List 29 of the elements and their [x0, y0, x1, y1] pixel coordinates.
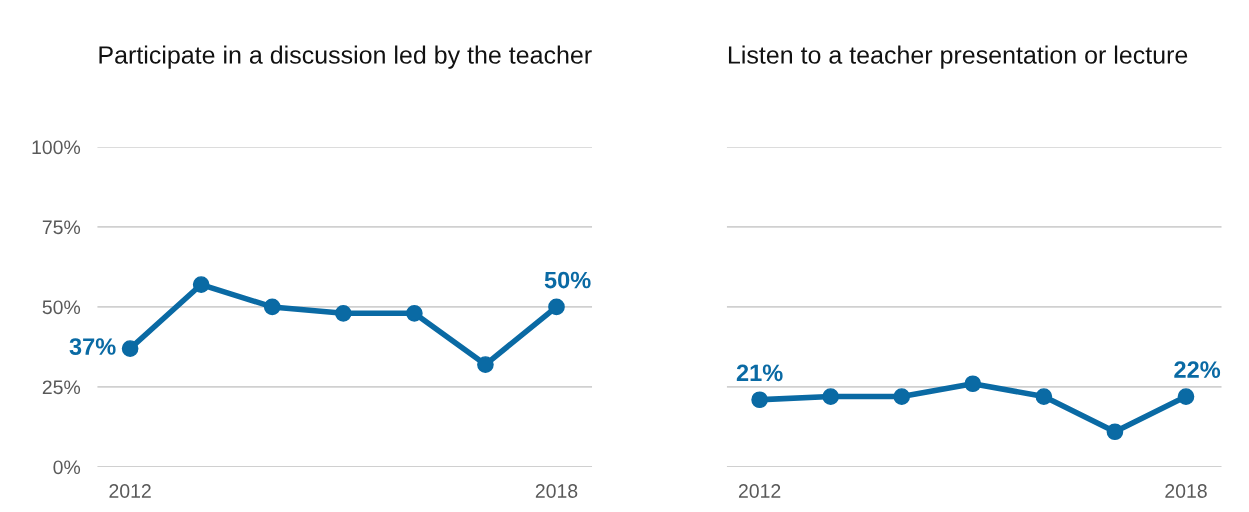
x-tick-label: 2018 — [1165, 484, 1207, 498]
chart-title: Participate in a discussion led by the teacher — [99, 45, 592, 69]
point — [263, 298, 281, 316]
point — [822, 388, 840, 405]
x-tick-label: 2012 — [109, 484, 151, 498]
y-tick-label: 25% — [42, 380, 81, 395]
point — [1035, 388, 1053, 405]
y-tick-label: 100% — [32, 140, 81, 155]
chart-title: Listen to a teacher presentation or lecture — [728, 45, 1188, 69]
point — [477, 356, 494, 373]
point — [893, 388, 911, 405]
point — [121, 340, 139, 357]
point — [1106, 423, 1124, 441]
data-label: 37% — [69, 338, 116, 355]
y-tick-label: 0% — [53, 460, 81, 475]
point — [751, 391, 768, 409]
y-tick-label: 75% — [42, 220, 81, 235]
point — [406, 305, 423, 322]
data-label: 50% — [544, 271, 591, 289]
point — [548, 298, 565, 316]
point — [192, 276, 210, 293]
data-label: 21% — [736, 364, 783, 382]
point — [334, 305, 352, 322]
y-tick-label: 50% — [42, 300, 81, 315]
point — [1177, 388, 1195, 405]
x-tick-label: 2012 — [738, 484, 781, 498]
x-tick-label: 2018 — [535, 484, 578, 498]
point — [964, 375, 982, 393]
data-label: 22% — [1174, 361, 1221, 378]
